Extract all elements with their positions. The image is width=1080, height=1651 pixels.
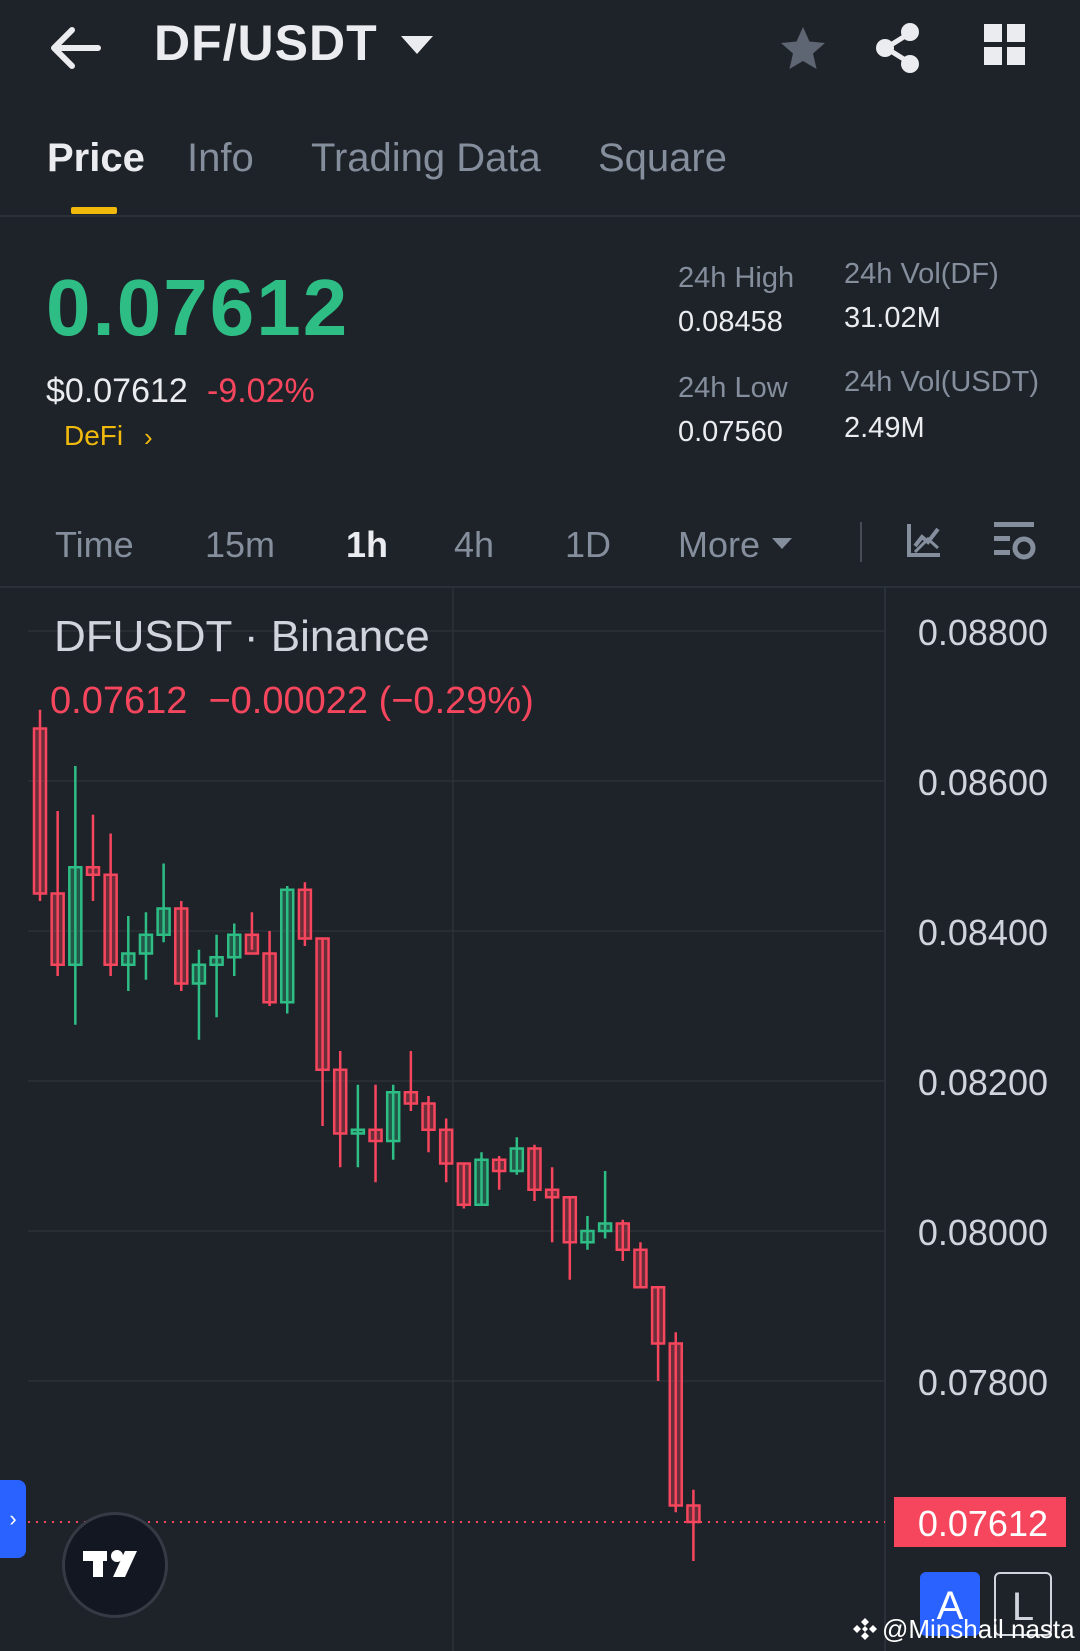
grid-menu-icon[interactable] bbox=[984, 24, 1026, 66]
stat-low-value: 0.07560 bbox=[678, 416, 783, 448]
last-price: 0.07612 bbox=[46, 263, 350, 352]
candle-body bbox=[85, 866, 101, 876]
stat-high-label: 24h High bbox=[678, 262, 795, 294]
interval-15m[interactable]: 15m bbox=[205, 524, 276, 565]
stat-vol-quote-value: 2.49M bbox=[844, 412, 925, 444]
candle-body bbox=[191, 963, 207, 985]
candle-body bbox=[156, 907, 171, 936]
tab-trading-data[interactable]: Trading Data bbox=[311, 136, 541, 180]
pair-title[interactable]: DF/USDT bbox=[154, 15, 378, 71]
chart-ohlc-line: 0.07612 −0.00022 (−0.29%) bbox=[50, 680, 534, 722]
indicator-icon[interactable] bbox=[906, 522, 942, 558]
stat-vol-quote-label: 24h Vol(USDT) bbox=[844, 366, 1040, 398]
candle-body bbox=[491, 1158, 507, 1173]
favorite-star-icon[interactable] bbox=[778, 24, 828, 74]
y-tick-label: 0.08600 bbox=[918, 762, 1048, 803]
share-icon[interactable] bbox=[874, 22, 922, 74]
interval-1h[interactable]: 1h bbox=[346, 524, 389, 565]
sector-tag[interactable]: DeFi bbox=[64, 420, 124, 451]
y-tick-label: 0.07800 bbox=[918, 1362, 1048, 1403]
candle-body bbox=[244, 933, 260, 955]
candle-body bbox=[403, 1091, 419, 1105]
usd-price: $0.07612 bbox=[46, 372, 188, 410]
candle-body bbox=[315, 937, 330, 1071]
y-tick-label: 0.08400 bbox=[918, 912, 1048, 953]
stat-high-value: 0.08458 bbox=[678, 306, 783, 338]
last-price-label: 0.07612 bbox=[918, 1503, 1048, 1544]
tab-info[interactable]: Info bbox=[187, 136, 254, 180]
candle-body bbox=[262, 952, 277, 1004]
binance-logo-icon bbox=[852, 1616, 878, 1642]
candle-body bbox=[174, 907, 189, 985]
interval-more[interactable]: More bbox=[678, 524, 761, 565]
chart-top-divider bbox=[0, 586, 1080, 588]
y-tick-label: 0.08200 bbox=[918, 1062, 1048, 1103]
back-arrow-icon[interactable] bbox=[46, 20, 102, 76]
candle-body bbox=[209, 956, 224, 966]
candle-body bbox=[580, 1229, 595, 1244]
candle-body bbox=[668, 1342, 684, 1507]
tab-square[interactable]: Square bbox=[598, 136, 727, 180]
last-price-label-bg bbox=[894, 1497, 1066, 1547]
candle-body bbox=[68, 866, 83, 966]
chevron-right-icon[interactable]: › bbox=[144, 422, 153, 452]
candlestick-chart[interactable]: 0.08800 0.08600 0.08400 0.08200 0.08000 0.078… bbox=[0, 588, 1080, 1651]
stat-low-label: 24h Low bbox=[678, 372, 788, 404]
candle-body bbox=[332, 1068, 348, 1135]
candle-body bbox=[138, 933, 154, 955]
candle-body bbox=[544, 1188, 560, 1199]
candle-body bbox=[421, 1102, 436, 1131]
candle-body bbox=[650, 1286, 666, 1345]
candle-body bbox=[615, 1222, 631, 1251]
pair-dropdown-caret-icon[interactable] bbox=[401, 36, 433, 54]
log-scale-button[interactable]: L bbox=[994, 1572, 1052, 1636]
tab-price[interactable]: Price bbox=[47, 136, 145, 180]
active-tab-indicator bbox=[71, 207, 117, 214]
y-tick-label: 0.08800 bbox=[918, 612, 1048, 653]
change-percent: -9.02% bbox=[207, 372, 315, 410]
candle-body bbox=[297, 888, 313, 940]
candle-body bbox=[474, 1158, 489, 1206]
interval-separator bbox=[860, 522, 862, 562]
watermark-text: @Minshail nasta bbox=[882, 1614, 1075, 1644]
candle-body bbox=[456, 1162, 472, 1206]
stat-vol-base-value: 31.02M bbox=[844, 302, 941, 334]
auto-scale-button[interactable]: A bbox=[920, 1572, 980, 1636]
more-caret-icon[interactable] bbox=[772, 538, 792, 549]
candle-body bbox=[368, 1128, 383, 1143]
candle-body bbox=[103, 873, 118, 966]
candle-body bbox=[509, 1147, 525, 1173]
interval-1d[interactable]: 1D bbox=[565, 524, 612, 565]
expand-panel-tab[interactable]: › bbox=[0, 1480, 26, 1558]
interval-time[interactable]: Time bbox=[55, 524, 134, 565]
candle-body bbox=[32, 727, 48, 895]
stat-vol-base-label: 24h Vol(DF) bbox=[844, 258, 999, 290]
candle-body bbox=[438, 1128, 454, 1165]
candle-body bbox=[121, 952, 136, 966]
candle-body bbox=[562, 1196, 578, 1244]
candle-body bbox=[633, 1248, 648, 1289]
candle-body bbox=[227, 933, 242, 959]
tradingview-logo-icon[interactable] bbox=[62, 1512, 168, 1618]
interval-4h[interactable]: 4h bbox=[454, 524, 495, 565]
candle-body bbox=[527, 1147, 542, 1191]
tabs-divider bbox=[0, 215, 1080, 217]
chart-settings-icon[interactable] bbox=[992, 520, 1036, 564]
candle-body bbox=[385, 1091, 401, 1143]
y-tick-label: 0.08000 bbox=[918, 1212, 1048, 1253]
candle-body bbox=[597, 1222, 613, 1233]
candle-body bbox=[350, 1128, 366, 1135]
candle-body bbox=[686, 1504, 701, 1524]
candle-body bbox=[279, 888, 295, 1004]
candle-body bbox=[50, 892, 65, 966]
chart-symbol-title: DFUSDT · Binance bbox=[54, 612, 430, 661]
